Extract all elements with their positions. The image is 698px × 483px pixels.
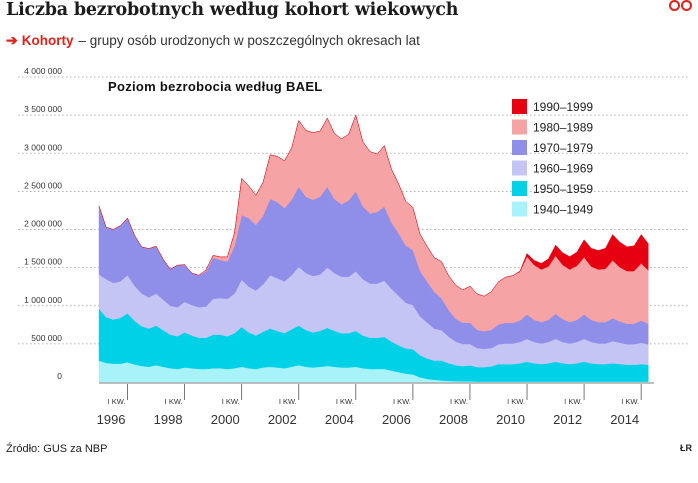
- area-series-1990–1999: [98, 114, 649, 297]
- area-series: [98, 114, 649, 383]
- legend: 1990–1999 1980–1989 1970–1979 1960–1969 1950…: [512, 99, 593, 217]
- x-tick-quarter-label: I KW.: [507, 397, 525, 406]
- x-tick-year-label: 2002: [268, 412, 297, 427]
- x-tick-quarter-label: I KW.: [222, 397, 240, 406]
- x-tick-quarter-label: I KW.: [165, 397, 183, 406]
- subtitle: ➔ Kohorty – grupy osób urodzonych w posz…: [6, 32, 420, 49]
- y-tick-label: 500 000: [31, 333, 62, 343]
- subtitle-keyword: Kohorty: [21, 33, 74, 48]
- x-tick-year-label: 1996: [97, 412, 126, 427]
- y-tick-label: 2 000 000: [24, 219, 62, 229]
- legend-label: 1980–1989: [533, 121, 593, 135]
- legend-swatch: [512, 181, 527, 196]
- x-tick-quarter-label: I KW.: [450, 397, 468, 406]
- subtitle-description: – grupy osób urodzonych w poszczególnych…: [78, 33, 420, 48]
- x-tick-year-label: 2012: [553, 412, 582, 427]
- y-tick-label: 2 500 000: [24, 180, 62, 190]
- y-axis-ticks: 0 500 000 1 000 000 1 500 000 2 000 000 2 500…: [24, 66, 62, 381]
- source-note: Źródło: GUS za NBP: [6, 443, 108, 455]
- legend-swatch: [512, 119, 527, 135]
- y-tick-label: 1 500 000: [24, 257, 62, 267]
- x-tick-quarter-label: I KW.: [279, 397, 297, 406]
- x-tick-quarter-label: I KW.: [108, 397, 126, 406]
- legend-label: 1940–1949: [533, 203, 593, 217]
- x-tick-quarter-label: I KW.: [621, 397, 639, 406]
- legend-swatch: [512, 140, 527, 155]
- x-axis-ticks: I KW. 1996 I KW. 1998 I KW. 2000 I KW. 2002 I KW…: [97, 382, 654, 427]
- y-tick-label: 3 000 000: [24, 142, 62, 152]
- x-tick-quarter-label: I KW.: [564, 397, 582, 406]
- x-tick-year-label: 2008: [439, 412, 468, 427]
- x-tick-year-label: 2004: [325, 412, 354, 427]
- x-tick-year-label: 2000: [211, 412, 240, 427]
- legend-swatch: [512, 160, 527, 176]
- x-tick-year-label: 2010: [496, 412, 525, 427]
- legend-label: 1960–1969: [533, 162, 593, 176]
- y-tick-label: 0: [57, 371, 62, 381]
- x-tick-quarter-label: I KW.: [393, 397, 411, 406]
- legend-label: 1990–1999: [533, 100, 593, 114]
- legend-swatch: [512, 201, 527, 217]
- x-tick-year-label: 1998: [154, 412, 183, 427]
- x-tick-year-label: 2006: [382, 412, 411, 427]
- arrow-right-icon: ➔: [6, 32, 18, 48]
- author-credit: ŁR: [680, 443, 692, 453]
- chart-title: Liczba bezrobotnych według kohort wiekow…: [6, 0, 459, 20]
- y-tick-label: 3 500 000: [24, 104, 62, 114]
- y-tick-label: 4 000 000: [24, 66, 62, 76]
- legend-label: 1970–1979: [533, 141, 593, 155]
- legend-swatch: [512, 99, 527, 114]
- inner-chart-title: Poziom bezrobocia według BAEL: [108, 79, 323, 94]
- legend-label: 1950–1959: [533, 182, 593, 196]
- x-tick-year-label: 2014: [610, 412, 639, 427]
- x-tick-quarter-label: I KW.: [336, 397, 354, 406]
- y-tick-label: 1 000 000: [24, 295, 62, 305]
- publisher-logo-icon: [669, 0, 692, 14]
